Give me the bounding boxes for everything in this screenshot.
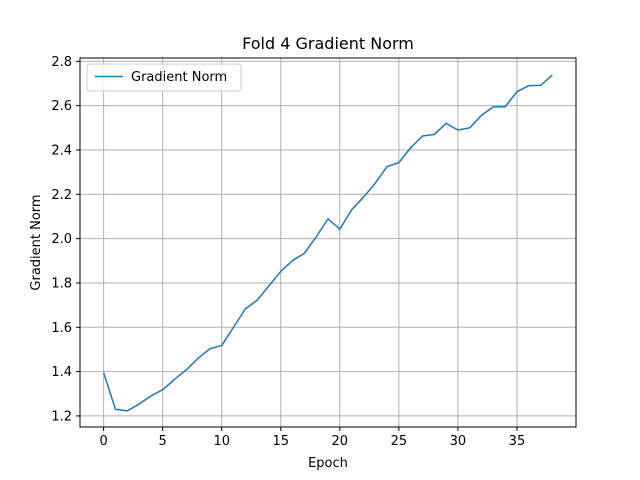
y-tick-label: 2.8 [51,55,72,70]
x-tick-label: 25 [391,434,408,449]
y-tick-label: 1.6 [51,321,72,336]
x-tick-label: 20 [332,434,349,449]
chart-title: Fold 4 Gradient Norm [242,34,414,53]
x-tick-label: 10 [213,434,230,449]
x-tick-label: 35 [509,434,526,449]
y-tick-label: 1.8 [51,276,72,291]
y-tick-label: 2.6 [51,99,72,114]
y-tick-label: 2.2 [51,188,72,203]
y-axis-label: Gradient Norm [29,194,44,290]
y-tick-label: 2.4 [51,143,72,158]
x-axis-label: Epoch [308,456,348,471]
plot-frame [79,57,577,428]
x-tick-label: 30 [450,434,467,449]
axis-ticks: 0 5 10 15 20 25 30 35 1.2 1.4 1.6 1.8 2.0 2.2 2.4 2.6 2.… [51,55,525,449]
x-tick-label: 0 [99,434,107,449]
series-layer [102,74,553,412]
legend: Gradient Norm [86,63,242,92]
y-tick-label: 1.2 [51,409,72,424]
x-tick-label: 15 [272,434,289,449]
y-tick-label: 1.4 [51,365,72,380]
x-tick-label: 5 [159,434,167,449]
legend-box [86,63,242,92]
y-tick-label: 2.0 [51,232,72,247]
grid [80,58,576,427]
legend-label: Gradient Norm [131,70,227,85]
series-line-gradient-norm [102,74,553,412]
